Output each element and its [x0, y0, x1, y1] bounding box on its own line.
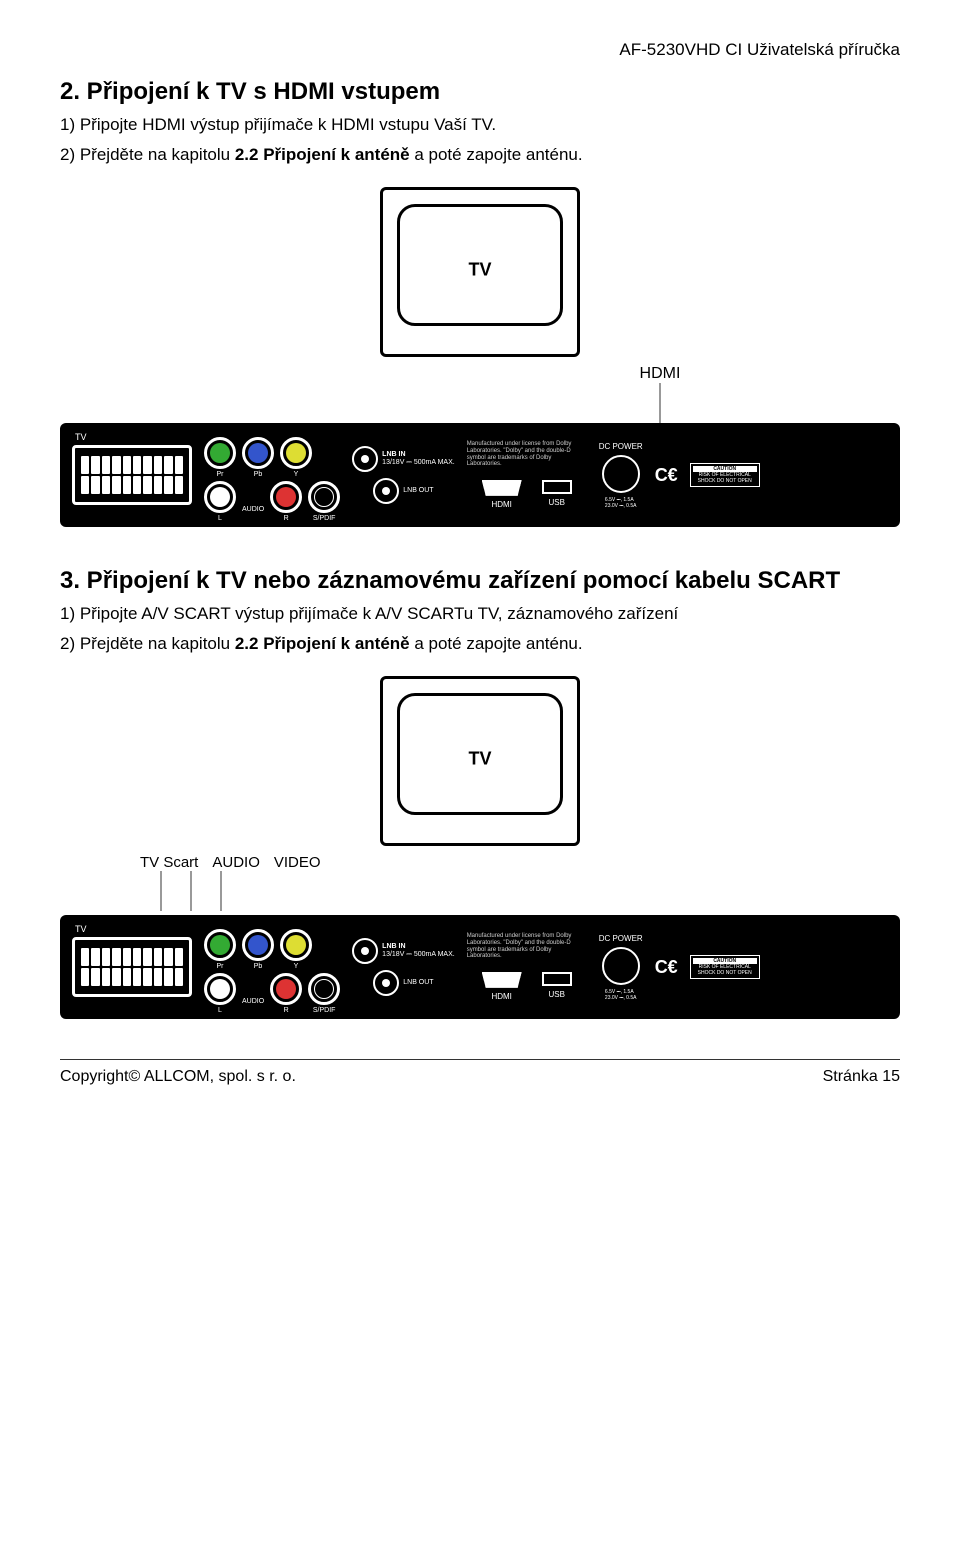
dolby-text: Manufactured under license from Dolby La… — [467, 933, 587, 959]
usb-port: USB — [542, 480, 572, 509]
hdmi-cable-label: HDMI — [640, 365, 681, 383]
cable-line — [220, 871, 222, 911]
lnb-ports: LNB IN13/18V ⎓ 500mA MAX. LNB OUT — [352, 446, 455, 504]
video-cable-label: VIDEO — [274, 854, 321, 871]
cable-line — [659, 383, 661, 423]
diagram-scart: TV TV Scart AUDIO VIDEO TV — [60, 676, 900, 1019]
lnb-out-icon — [373, 478, 399, 504]
section3-line2b: 2.2 Připojení k anténě — [235, 634, 410, 653]
spdif-icon: S/PDIF — [308, 973, 340, 1005]
lnb-in-icon — [352, 938, 378, 964]
rca-r-icon: R — [270, 973, 302, 1005]
rca-r-icon: R — [270, 481, 302, 513]
section3-line1: 1) Připojte A/V SCART výstup přijímače k… — [60, 601, 900, 627]
receiver-back-panel: TV Pr Pb Y L AUDIO R S/PDIF — [60, 423, 900, 527]
tv-icon: TV — [380, 187, 580, 357]
ce-mark-icon: C€ — [655, 465, 678, 486]
tv-label-2: TV — [468, 748, 491, 769]
section2-title: 2. Připojení k TV s HDMI vstupem — [60, 78, 900, 106]
hdmi-port: HDMI — [482, 972, 522, 1001]
page-footer: Copyright© ALLCOM, spol. s r. o. Stránka… — [60, 1059, 900, 1086]
rca-l-icon: L — [204, 973, 236, 1005]
dc-power: DC POWER 6.5V ⎓, 1.5A 23.0V ⎓, 0.5A — [599, 934, 643, 1001]
dc-power: DC POWER 6.5V ⎓, 1.5A 23.0V ⎓, 0.5A — [599, 442, 643, 509]
rca-pb-icon: Pb — [242, 437, 274, 469]
lnb-in-icon — [352, 446, 378, 472]
tv-label: TV — [468, 259, 491, 280]
footer-copyright: Copyright© ALLCOM, spol. s r. o. — [60, 1068, 296, 1086]
page-header: AF-5230VHD CI Uživatelská příručka — [60, 40, 900, 60]
caution-label: CAUTION RISK OF ELECTRICAL SHOCK DO NOT … — [690, 463, 760, 487]
rca-l-icon: L — [204, 481, 236, 513]
hdmi-port: HDMI — [482, 480, 522, 509]
rca-pb-icon: Pb — [242, 929, 274, 961]
dolby-text: Manufactured under license from Dolby La… — [467, 441, 587, 467]
dc-power-icon — [602, 947, 640, 985]
footer-page-number: Stránka 15 — [823, 1068, 900, 1086]
rca-pr-icon: Pr — [204, 929, 236, 961]
section2-line2a: 2) Přejděte na kapitolu — [60, 145, 235, 164]
cable-line — [160, 871, 162, 911]
rca-pr-icon: Pr — [204, 437, 236, 469]
usb-port-icon — [542, 972, 572, 986]
section2-line2c: a poté zapojte anténu. — [410, 145, 583, 164]
ce-mark-icon: C€ — [655, 957, 678, 978]
hdmi-port-icon — [482, 480, 522, 496]
dc-power-icon — [602, 455, 640, 493]
lnb-ports: LNB IN13/18V ⎓ 500mA MAX. LNB OUT — [352, 938, 455, 996]
section3-line2c: a poté zapojte anténu. — [410, 634, 583, 653]
rca-y-icon: Y — [280, 929, 312, 961]
spdif-icon: S/PDIF — [308, 481, 340, 513]
usb-port: USB — [542, 972, 572, 1001]
section2-line1: 1) Připojte HDMI výstup přijímače k HDMI… — [60, 112, 900, 138]
usb-port-icon — [542, 480, 572, 494]
cable-line — [190, 871, 192, 911]
rca-y-icon: Y — [280, 437, 312, 469]
section3-line2a: 2) Přejděte na kapitolu — [60, 634, 235, 653]
audio-cable-label: AUDIO — [212, 854, 260, 871]
tvscart-label: TV Scart — [140, 854, 198, 871]
hdmi-port-icon — [482, 972, 522, 988]
scart-port-icon: TV — [72, 937, 192, 997]
section2-line2b: 2.2 Připojení k anténě — [235, 145, 410, 164]
tv-icon-2: TV — [380, 676, 580, 846]
scart-port-icon: TV — [72, 445, 192, 505]
section2-line2: 2) Přejděte na kapitolu 2.2 Připojení k … — [60, 142, 900, 168]
receiver-back-panel-2: TV Pr Pb Y L AUDIO R S/PDIF — [60, 915, 900, 1019]
section3-title: 3. Připojení k TV nebo záznamovému zaříz… — [60, 567, 900, 595]
section3-line2: 2) Přejděte na kapitolu 2.2 Připojení k … — [60, 631, 900, 657]
lnb-out-icon — [373, 970, 399, 996]
caution-label: CAUTION RISK OF ELECTRICAL SHOCK DO NOT … — [690, 955, 760, 979]
diagram-hdmi: TV HDMI TV Pr Pb Y — [60, 187, 900, 527]
